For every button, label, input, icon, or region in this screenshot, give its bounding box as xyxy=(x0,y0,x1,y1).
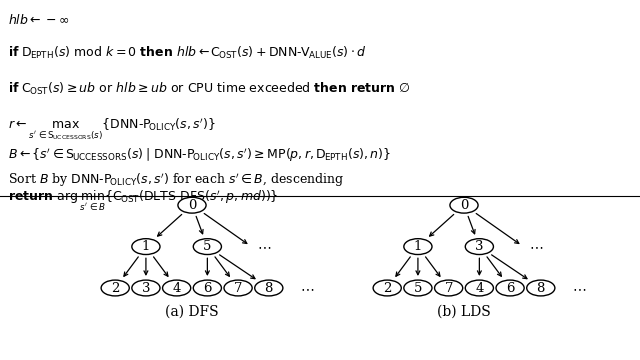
Text: 4: 4 xyxy=(475,282,484,294)
Circle shape xyxy=(465,280,493,296)
Text: $r \leftarrow \max_{s^{\prime}\in\mathrm{S}_{\!\mathrm{UCCESSORS}}(s)}\{\mathrm{: $r \leftarrow \max_{s^{\prime}\in\mathrm… xyxy=(8,116,216,141)
Text: (b) LDS: (b) LDS xyxy=(437,305,491,318)
Circle shape xyxy=(178,197,206,213)
Circle shape xyxy=(224,280,252,296)
Text: $\cdots$: $\cdots$ xyxy=(300,281,314,295)
Circle shape xyxy=(435,280,463,296)
Text: 8: 8 xyxy=(536,282,545,294)
Circle shape xyxy=(527,280,555,296)
Circle shape xyxy=(163,280,191,296)
Text: Sort $B$ by $\mathrm{DNN\text{-}P}_{\!\mathrm{OLICY}}(s,s^{\prime})$ for each $s: Sort $B$ by $\mathrm{DNN\text{-}P}_{\!\m… xyxy=(8,172,344,189)
Text: 5: 5 xyxy=(413,282,422,294)
Text: 3: 3 xyxy=(141,282,150,294)
Text: 6: 6 xyxy=(203,282,212,294)
Text: $\mathbf{if}\ \mathrm{D}_{\!\mathrm{EPTH}}(s)\ \mathrm{mod}\ k=0\ \mathbf{then}\: $\mathbf{if}\ \mathrm{D}_{\!\mathrm{EPTH… xyxy=(8,45,366,61)
Text: (a) DFS: (a) DFS xyxy=(165,305,219,318)
Text: 8: 8 xyxy=(264,282,273,294)
Text: 7: 7 xyxy=(444,282,453,294)
Text: $\cdots$: $\cdots$ xyxy=(529,240,543,253)
Text: 5: 5 xyxy=(203,240,212,253)
Text: $\mathbf{return}\ \arg\min_{s^{\prime}\in B}\{\mathrm{C}_{\!\mathrm{OST}}(\mathr: $\mathbf{return}\ \arg\min_{s^{\prime}\i… xyxy=(8,189,278,213)
Text: 0: 0 xyxy=(460,199,468,212)
Text: $\mathbf{if}\ \mathrm{C}_{\!\mathrm{OST}}(s)\geq ub\ \mathrm{or}\ hlb\geq ub\ \m: $\mathbf{if}\ \mathrm{C}_{\!\mathrm{OST}… xyxy=(8,81,410,97)
Text: $hlb \leftarrow -\infty$: $hlb \leftarrow -\infty$ xyxy=(8,13,69,27)
Text: 2: 2 xyxy=(111,282,120,294)
Text: 0: 0 xyxy=(188,199,196,212)
Text: 6: 6 xyxy=(506,282,515,294)
Text: $\cdots$: $\cdots$ xyxy=(257,240,271,253)
Text: $\cdots$: $\cdots$ xyxy=(572,281,586,295)
Text: 4: 4 xyxy=(172,282,181,294)
Circle shape xyxy=(255,280,283,296)
Circle shape xyxy=(132,239,160,255)
Text: 1: 1 xyxy=(413,240,422,253)
Text: 7: 7 xyxy=(234,282,243,294)
Circle shape xyxy=(101,280,129,296)
Circle shape xyxy=(496,280,524,296)
Circle shape xyxy=(465,239,493,255)
Text: 3: 3 xyxy=(475,240,484,253)
Circle shape xyxy=(450,197,478,213)
Circle shape xyxy=(404,239,432,255)
Circle shape xyxy=(132,280,160,296)
Circle shape xyxy=(193,239,221,255)
Circle shape xyxy=(404,280,432,296)
Text: 1: 1 xyxy=(141,240,150,253)
Text: $B \leftarrow \{s^{\prime}\in\mathrm{S}_{\!\mathrm{UCCESSORS}}(s)\mid\mathrm{DNN: $B \leftarrow \{s^{\prime}\in\mathrm{S}_… xyxy=(8,147,391,164)
Text: 2: 2 xyxy=(383,282,392,294)
Circle shape xyxy=(373,280,401,296)
Circle shape xyxy=(193,280,221,296)
